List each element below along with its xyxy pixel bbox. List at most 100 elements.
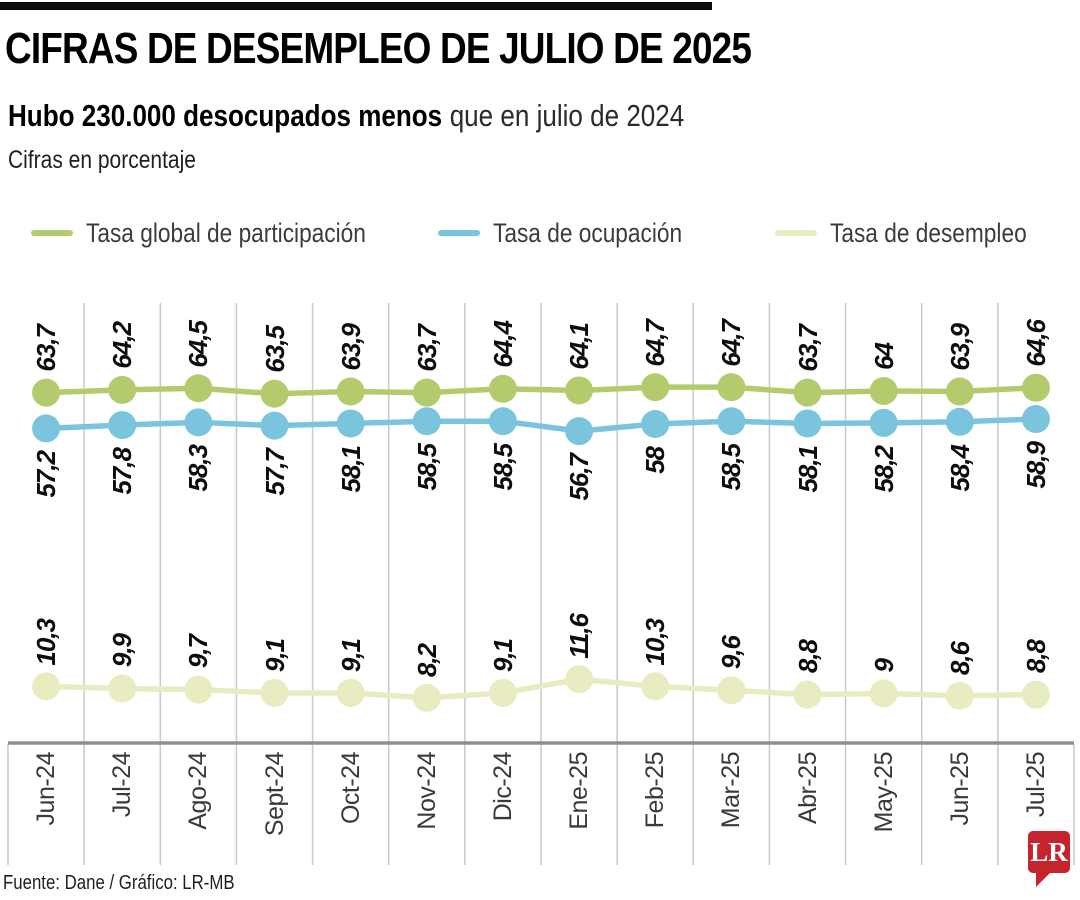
month-label: Jun-25: [945, 752, 974, 826]
value-label-wrap: 9,1: [334, 482, 368, 672]
month-label: Sept-24: [260, 752, 289, 837]
value-label: 9,9: [107, 634, 138, 668]
value-label: 58: [640, 447, 671, 474]
value-label-wrap: 8,8: [1019, 484, 1053, 673]
value-label-wrap: 64,2: [105, 179, 139, 369]
legend-swatch-blue: [438, 230, 480, 236]
data-point: [565, 665, 594, 694]
month-label: Ago-24: [184, 752, 213, 830]
month-label-wrap: Dic-24: [486, 752, 520, 900]
value-label-wrap: 11,6: [562, 468, 596, 659]
data-point: [641, 672, 670, 701]
value-label-wrap: 63,9: [943, 181, 977, 371]
data-point: [336, 377, 365, 406]
subtitle-highlight: Hubo 230.000 desocupados menos: [8, 98, 443, 133]
data-point: [869, 679, 898, 708]
value-label-wrap: 64: [867, 180, 901, 370]
value-label: 8,8: [792, 640, 823, 674]
data-point: [412, 407, 441, 436]
lr-logo-tail: [1036, 872, 1051, 887]
value-label: 64: [868, 343, 899, 370]
data-point: [184, 675, 213, 704]
value-label-wrap: 64,7: [638, 176, 672, 367]
legend-item-desempleo: Tasa de desempleo: [775, 216, 1064, 250]
data-point: [565, 376, 594, 405]
month-label: Jul-25: [1021, 752, 1050, 818]
legend-item-ocupacion: Tasa de ocupación: [438, 216, 718, 250]
value-label-wrap: 8,8: [791, 484, 825, 674]
month-label-wrap: Ene-25: [562, 752, 596, 900]
month-label: Mar-25: [717, 752, 746, 829]
data-point: [717, 407, 746, 436]
data-point: [488, 374, 517, 403]
data-point: [717, 676, 746, 705]
value-label: 58,9: [1020, 442, 1051, 489]
month-label-wrap: May-25: [867, 752, 901, 900]
top-rule: [0, 2, 712, 10]
data-point: [717, 373, 746, 402]
data-point: [32, 378, 61, 407]
value-label: 8,6: [944, 641, 975, 675]
value-label: 9,1: [487, 638, 518, 672]
value-label: 64,7: [716, 319, 747, 367]
value-label: 63,7: [792, 325, 823, 372]
value-label-wrap: 64,6: [1019, 177, 1053, 367]
data-point: [488, 407, 517, 436]
value-label-wrap: 9,6: [714, 479, 748, 669]
month-label-wrap: Nov-24: [410, 752, 444, 900]
value-label: 64,2: [107, 322, 138, 369]
value-label-wrap: 10,3: [638, 475, 672, 666]
month-label: Jun-24: [32, 752, 61, 826]
value-label: 9,1: [259, 638, 290, 672]
value-label: 63,7: [411, 325, 442, 372]
legend-swatch-green: [31, 230, 73, 236]
subtitle: Hubo 230.000 desocupados menos que en jul…: [8, 98, 813, 134]
data-point: [1021, 405, 1050, 434]
data-point: [108, 411, 137, 440]
data-point: [793, 680, 822, 709]
value-label: 63,9: [944, 323, 975, 371]
value-label-wrap: 9: [867, 483, 901, 673]
legend-label: Tasa global de participación: [86, 217, 366, 248]
units-note: Cifras en porcentaje: [8, 146, 196, 174]
data-point: [565, 417, 594, 446]
month-label: May-25: [869, 752, 898, 833]
month-label-wrap: Feb-25: [638, 752, 672, 900]
data-point: [793, 409, 822, 438]
chart-legend: Tasa global de participación Tasa de ocu…: [0, 216, 1080, 250]
value-label: 64,7: [640, 319, 671, 367]
value-label: 64,5: [183, 320, 214, 368]
legend-item-participacion: Tasa global de participación: [31, 216, 419, 250]
month-label: Feb-25: [641, 752, 670, 829]
data-point: [793, 378, 822, 407]
value-label-wrap: 63,7: [791, 182, 825, 372]
month-label-wrap: Jun-25: [943, 752, 977, 900]
value-label: 11,6: [564, 613, 595, 659]
value-label: 8,2: [411, 643, 442, 677]
lr-logo-bubble: LR: [1028, 831, 1070, 873]
value-label: 9: [868, 659, 899, 673]
value-label-wrap: 8,2: [410, 487, 444, 677]
data-point: [336, 409, 365, 438]
value-label: 9,7: [183, 635, 214, 669]
value-label-wrap: 9,7: [181, 479, 215, 669]
legend-label: Tasa de ocupación: [493, 217, 683, 248]
value-label: 64,1: [564, 322, 595, 370]
value-label: 63,5: [259, 326, 290, 373]
month-label: Nov-24: [412, 752, 441, 830]
value-label-wrap: 64,1: [562, 179, 596, 370]
data-point: [336, 678, 365, 707]
data-point: [260, 379, 289, 408]
lr-logo: LR: [1028, 831, 1070, 887]
data-point: [945, 407, 974, 436]
data-point: [260, 678, 289, 707]
value-label: 9,1: [335, 638, 366, 672]
data-point: [32, 672, 61, 701]
lr-logo-text: LR: [1030, 836, 1068, 867]
value-label: 63,7: [31, 325, 62, 372]
month-label: Abr-25: [793, 752, 822, 825]
value-label: 64,4: [487, 321, 518, 368]
